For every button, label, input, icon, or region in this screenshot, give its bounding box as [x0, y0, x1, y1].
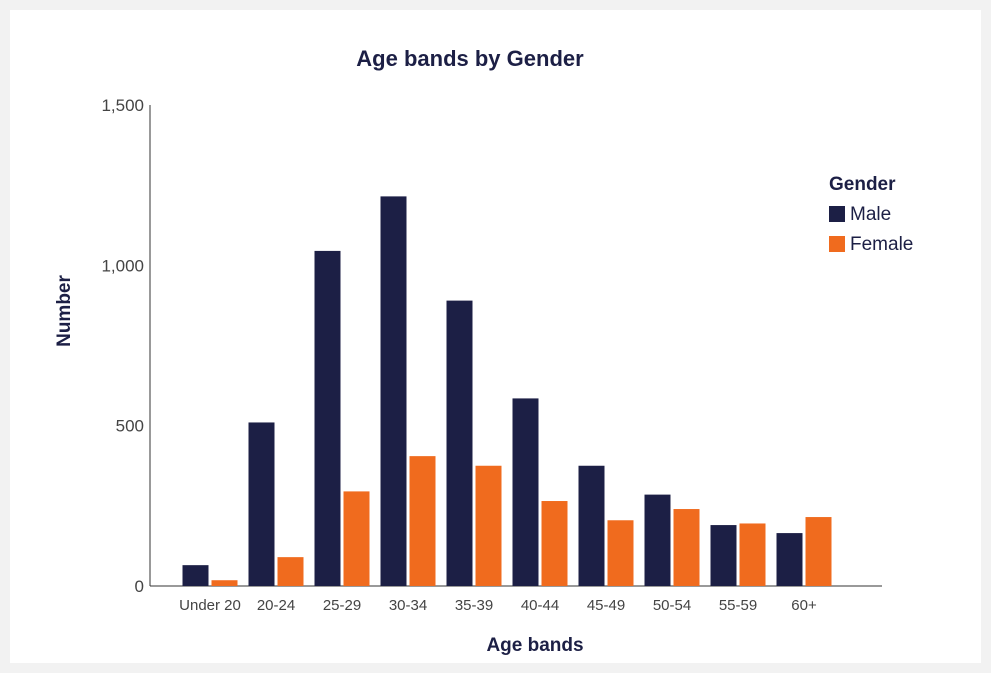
category-group: [182, 565, 238, 586]
chart-card: Age bands by Gender Number Age bands 0 50…: [10, 10, 981, 663]
bar-male-3: [380, 196, 407, 586]
x-tick-label: 40-44: [521, 597, 559, 614]
y-axis: 0 500 1,000 1,500: [101, 96, 151, 596]
legend-label-male: Male: [850, 204, 891, 225]
category-group: [578, 465, 634, 586]
x-tick-label: 50-54: [653, 597, 691, 614]
bar-male-9: [776, 533, 803, 586]
x-tick-label: 60+: [791, 597, 817, 614]
chart-title: Age bands by Gender: [356, 46, 584, 71]
x-tick-label: 25-29: [323, 597, 361, 614]
bars: [182, 196, 832, 587]
x-tick-label: 30-34: [389, 597, 427, 614]
bar-female-1: [277, 557, 304, 586]
category-group: [314, 250, 370, 587]
legend-label-female: Female: [850, 234, 913, 255]
bar-female-5: [541, 501, 568, 586]
legend-swatch-female: [829, 236, 845, 252]
bar-female-2: [343, 491, 370, 586]
bar-female-7: [673, 509, 700, 586]
bar-male-0: [182, 565, 209, 586]
category-group: [446, 300, 502, 586]
bar-male-2: [314, 250, 341, 587]
bar-female-4: [475, 465, 502, 586]
y-axis-title: Number: [54, 275, 75, 347]
bar-male-4: [446, 300, 473, 586]
x-axis: Under 20 20-24 25-29 30-34 35-39 40-44 45-49 50…: [150, 585, 882, 614]
bar-female-0: [211, 580, 238, 586]
bar-female-9: [805, 517, 832, 586]
x-tick-label: 35-39: [455, 597, 493, 614]
category-group: [644, 494, 700, 586]
bar-female-3: [409, 456, 436, 586]
bar-male-6: [578, 465, 605, 586]
category-group: [710, 523, 766, 586]
legend: Gender Male Female: [829, 174, 913, 255]
legend-swatch-male: [829, 206, 845, 222]
y-tick-label: 1,500: [101, 96, 144, 115]
category-group: [776, 517, 832, 586]
y-tick-label: 500: [116, 417, 144, 436]
category-group: [380, 196, 436, 586]
x-axis-title: Age bands: [486, 635, 583, 656]
bar-male-5: [512, 398, 539, 586]
x-tick-label: 45-49: [587, 597, 625, 614]
bar-female-6: [607, 520, 634, 586]
category-group: [248, 422, 304, 586]
bar-female-8: [739, 523, 766, 586]
y-tick-label: 0: [135, 577, 144, 596]
bar-male-7: [644, 494, 671, 586]
legend-title: Gender: [829, 174, 896, 195]
x-tick-label: 20-24: [257, 597, 295, 614]
category-group: [512, 398, 568, 586]
bar-male-1: [248, 422, 275, 586]
x-tick-label: Under 20: [179, 597, 241, 614]
bar-chart: Age bands by Gender Number Age bands 0 50…: [54, 46, 913, 656]
y-tick-label: 1,000: [101, 256, 144, 275]
bar-male-8: [710, 525, 737, 586]
x-tick-label: 55-59: [719, 597, 757, 614]
